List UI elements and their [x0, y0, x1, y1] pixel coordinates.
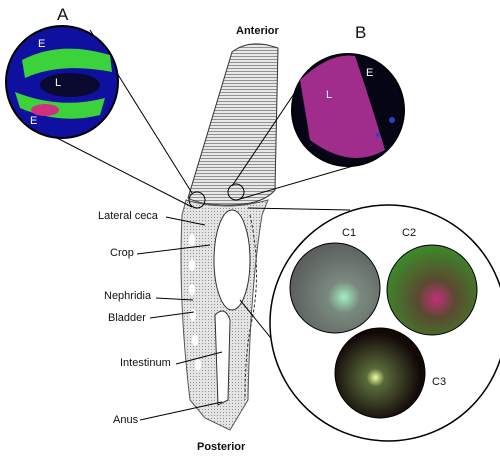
leader-lines — [136, 216, 223, 421]
panel-c — [269, 204, 500, 442]
anatomy-label: Nephridia — [104, 290, 152, 302]
crop — [213, 209, 251, 311]
posterior-label: Posterior — [197, 441, 246, 453]
panel-label: A — [57, 5, 69, 24]
anatomy-label: Intestinum — [120, 357, 171, 369]
anatomy-label: Crop — [110, 247, 134, 259]
ganglion-a — [188, 191, 206, 209]
region-label: L — [326, 89, 332, 101]
leech — [180, 43, 279, 431]
subpanel-label: C1 — [342, 227, 356, 239]
panel-a — [5, 25, 119, 139]
anatomy-label: Lateral ceca — [98, 210, 159, 222]
region-label: E — [366, 67, 373, 79]
region-label: L — [55, 77, 61, 89]
intestinum — [214, 310, 231, 406]
anterior-label: Anterior — [236, 25, 280, 37]
subpanel-label: C2 — [402, 227, 416, 239]
region-label: E — [30, 115, 37, 127]
dashed-outline — [244, 214, 258, 401]
anatomy-label: Anus — [113, 414, 139, 426]
anatomy-label: Bladder — [108, 312, 146, 324]
head — [187, 43, 279, 206]
subpanel-label: C3 — [432, 376, 446, 388]
panel-b — [291, 53, 405, 167]
panel-label: B — [355, 23, 366, 42]
region-label: E — [38, 38, 45, 50]
nephridia-spots — [189, 234, 201, 371]
ganglion-b — [227, 183, 245, 201]
